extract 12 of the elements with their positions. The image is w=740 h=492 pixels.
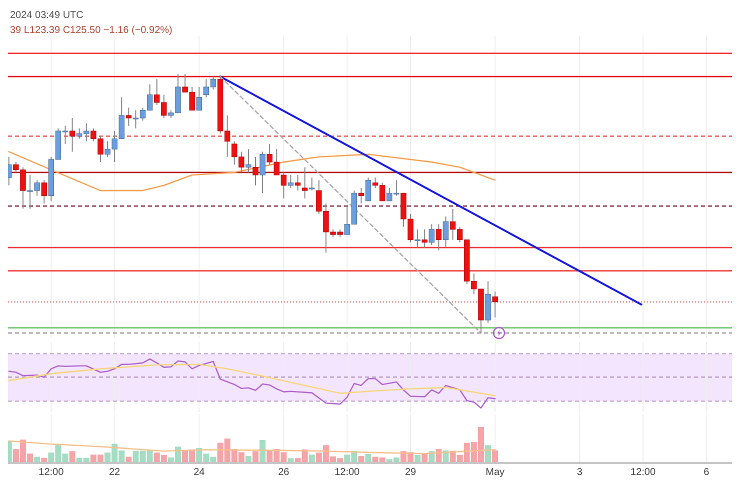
x-tick-label: 12:00: [38, 467, 64, 478]
x-tick-label: 24: [194, 467, 206, 478]
x-tick-label: 29: [404, 467, 417, 478]
x-tick-label: 6: [704, 467, 710, 478]
x-tick-label: 12:00: [334, 467, 360, 478]
x-tick-label: May: [486, 467, 505, 478]
x-tick-label: 26: [278, 467, 290, 478]
text: 2024 03:49 UTC: [10, 10, 84, 21]
text: 39 L123.39 C125.50 −1.16 (−0.92%): [10, 25, 172, 36]
x-tick-label: 22: [109, 467, 121, 478]
x-tick-label: 12:00: [630, 467, 656, 478]
x-tick-label: 3: [576, 467, 583, 478]
